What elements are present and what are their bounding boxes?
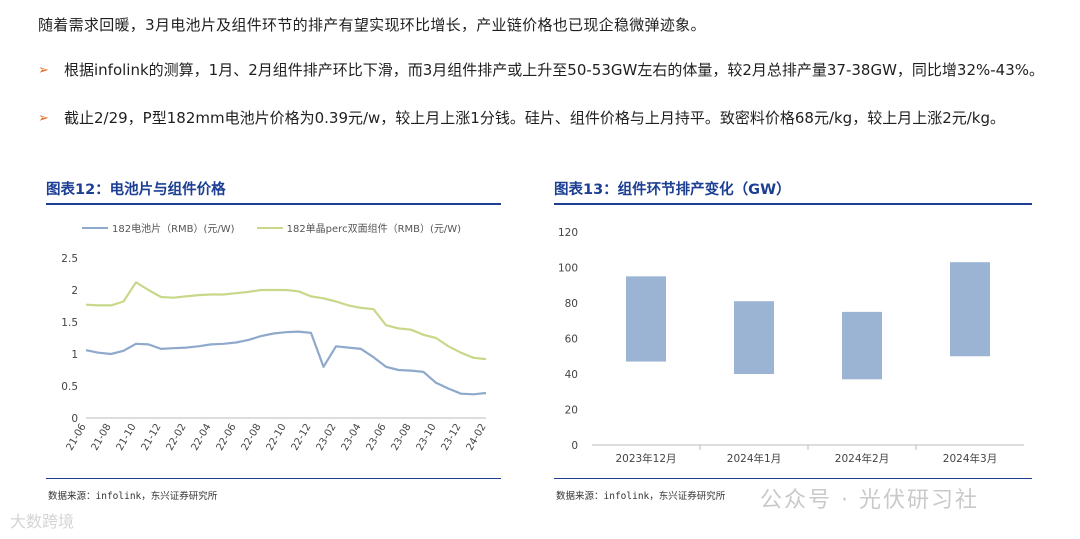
x-tick-label: 22-06: [215, 422, 239, 453]
y-tick-label: 1.5: [61, 317, 78, 329]
figure13-title: 图表13：组件环节排产变化（GW）: [554, 182, 791, 198]
watermark-right: 公众号 · 光伏研习社: [760, 488, 979, 513]
series-line-module-price: [85, 281, 487, 361]
y-tick-label: 40: [565, 369, 578, 381]
y-tick-label: 2: [71, 285, 78, 297]
x-tick-label: 24-02: [465, 422, 489, 453]
range-bar: [734, 301, 774, 374]
y-tick-label: 120: [558, 227, 578, 239]
arrow-bullet-icon: ➢: [38, 63, 49, 78]
x-tick-label: 2023年12月: [615, 452, 676, 465]
x-tick-label: 22-10: [265, 422, 289, 453]
x-tick-label: 2024年2月: [835, 452, 889, 465]
y-tick-label: 80: [565, 298, 578, 310]
x-tick-label: 21-12: [140, 422, 164, 453]
legend-swatch-cell: [82, 226, 108, 229]
x-tick-label: 21-06: [65, 422, 89, 453]
production-range-chart: 0 20 40 60 80 100 120 2023年12月 2024年1月 2024年2月 202…: [558, 227, 1024, 465]
figure13-source: 数据来源：infolink，东兴证券研究所: [556, 491, 726, 502]
figure12-title: 图表12：电池片与组件价格: [46, 182, 226, 198]
x-tick-label: 23-12: [440, 422, 464, 453]
x-tick-label: 22-12: [290, 422, 314, 453]
figure13-bottom-rule: [554, 478, 1032, 479]
x-tick-label: 22-08: [240, 422, 264, 453]
figure12-bottom-rule: [46, 478, 501, 479]
range-bar: [842, 311, 882, 380]
x-tick-label: 22-02: [165, 422, 189, 453]
y-tick-label: 1: [71, 349, 78, 361]
x-tick-label: 23-10: [415, 422, 439, 453]
figure13-top-rule: [554, 203, 1032, 205]
y-tick-label: 0.5: [61, 381, 78, 393]
y-tick-label: 2.5: [61, 253, 78, 265]
x-tick-label: 23-02: [315, 422, 339, 453]
y-tick-label: 0: [571, 440, 578, 452]
x-tick-label: 23-04: [340, 422, 364, 453]
x-tick-label: 22-04: [190, 422, 214, 453]
arrow-bullet-icon: ➢: [38, 111, 49, 126]
bullet-text: 截止2/29，P型182mm电池片价格为0.39元/w，较上月上涨1分钱。硅片、…: [64, 109, 1006, 127]
bullet-text: 根据infolink的测算，1月、2月组件排产环比下滑，而3月组件排产或上升至5…: [64, 61, 1045, 79]
series-line-cell-price: [85, 330, 487, 396]
lead-paragraph: 随着需求回暖，3月电池片及组件环节的排产有望实现环比增长，产业链价格也已现企稳微…: [38, 16, 706, 34]
price-line-chart: 00.511.522.521-06 21-08 21-10 21-12 22-02 22-…: [61, 253, 489, 453]
x-tick-label: 23-06: [365, 422, 389, 453]
range-bar: [950, 262, 990, 357]
x-tick-label: 23-08: [390, 422, 414, 453]
range-bar: [626, 276, 666, 362]
legend-swatch-module: [256, 226, 283, 229]
y-tick-label: 60: [565, 334, 578, 346]
x-tick-label: 2024年3月: [943, 452, 997, 465]
y-tick-label: 100: [558, 263, 578, 275]
watermark-left: 大数跨境: [10, 512, 75, 531]
y-tick-label: 20: [565, 405, 578, 417]
figure12-legend: 182电池片（RMB）(元/W) 182单晶perc双面组件（RMB）(元/W): [82, 220, 461, 235]
legend-label-module: 182单晶perc双面组件（RMB）(元/W): [286, 224, 462, 235]
x-tick-label: 2024年1月: [727, 452, 781, 465]
x-tick-label: 21-10: [115, 422, 139, 453]
y-tick-label: 0: [71, 413, 78, 425]
figure12-top-rule: [46, 203, 501, 205]
figure12-source: 数据来源：infolink，东兴证券研究所: [48, 491, 218, 502]
x-tick-label: 21-08: [90, 422, 114, 453]
legend-label-cell: 182电池片（RMB）(元/W): [112, 224, 235, 235]
